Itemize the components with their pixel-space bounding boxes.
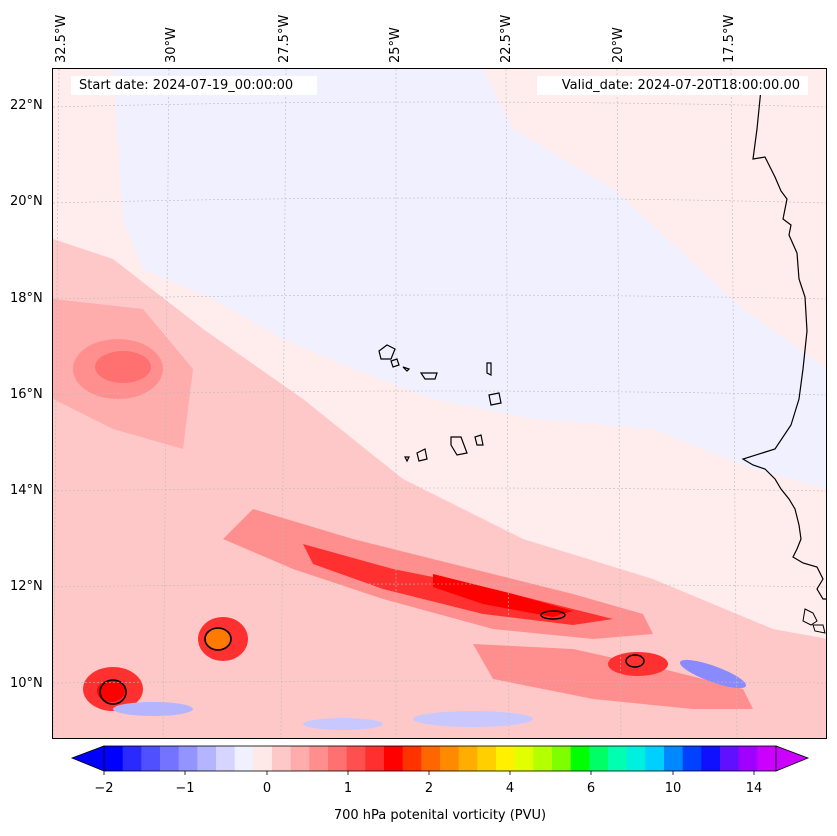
colorbar-swatch	[421, 746, 441, 771]
colorbar-swatch	[514, 746, 534, 771]
colorbar-swatch	[552, 746, 572, 771]
colorbar-swatch	[496, 746, 516, 771]
island-outlines	[378, 344, 502, 463]
lat-tick-label: 14°N	[10, 483, 43, 498]
colorbar-swatch	[589, 746, 609, 771]
colorbar-swatch	[664, 746, 684, 771]
contour-line	[540, 610, 566, 620]
colorbar-swatch	[197, 746, 217, 771]
pv-blob-mid-core	[206, 629, 230, 649]
colorbar-swatch	[122, 746, 142, 771]
colorbar-swatch	[440, 746, 460, 771]
colorbar-swatch	[253, 746, 273, 771]
colorbar-swatch	[682, 746, 702, 771]
blue-south-1	[113, 702, 193, 716]
pv-blob-sw-core	[97, 680, 125, 702]
valid-date-label: Valid_date: 2024-07-20T18:00:00.00	[537, 76, 808, 95]
potential-vorticity-field	[53, 69, 826, 738]
colorbar-swatch	[738, 746, 758, 771]
colorbar-swatch	[570, 746, 590, 771]
coastline	[802, 608, 818, 626]
colorbar-tick-label: −1	[175, 781, 195, 796]
colorbar-swatch	[365, 746, 385, 771]
contour-line	[625, 654, 645, 668]
contour-line	[204, 627, 232, 651]
colorbar-swatch	[720, 746, 740, 771]
gridlines	[53, 69, 826, 738]
colorbar-swatch	[141, 746, 161, 771]
colorbar-swatch	[402, 746, 422, 771]
blue-south-2	[413, 711, 533, 727]
colorbar-max-arrow	[775, 745, 810, 772]
colorbar-min-arrow	[70, 745, 105, 772]
colorbar-tick-label: 14	[745, 781, 763, 796]
start-date-label: Start date: 2024-07-19_00:00:00	[71, 76, 317, 95]
map-panel	[52, 68, 827, 739]
colorbar-swatch	[234, 746, 254, 771]
colorbar-swatch	[160, 746, 180, 771]
lat-tick-label: 22°N	[10, 98, 43, 113]
colorbar-swatch	[757, 746, 777, 771]
colorbar-tick-label: 1	[343, 781, 353, 796]
colorbar-swatch	[458, 746, 478, 771]
red-west-core	[95, 351, 151, 383]
colorbar-swatch	[608, 746, 628, 771]
blue-streak	[679, 659, 747, 689]
colorbar-tick-label: 2	[424, 781, 434, 796]
colorbar-tick-label: 0	[262, 781, 272, 796]
colorbar-swatch	[645, 746, 665, 771]
colorbar-swatch	[328, 746, 348, 771]
colorbar-label: 700 hPa potenital vorticity (PVU)	[333, 808, 547, 823]
colorbar-tick-label: 6	[586, 781, 596, 796]
colorbar-swatch	[272, 746, 292, 771]
colorbar-tick-label: 4	[505, 781, 515, 796]
colorbar-swatch	[626, 746, 646, 771]
lat-tick-label: 12°N	[10, 579, 43, 594]
colorbar-swatch	[309, 746, 329, 771]
contour-line	[99, 679, 127, 705]
pv-se-core	[608, 652, 668, 676]
weak-negative-region	[113, 69, 826, 489]
colorbar-swatch	[533, 746, 553, 771]
coastline	[812, 624, 826, 634]
pv-se-streak	[473, 644, 753, 709]
lat-tick-label: 20°N	[10, 194, 43, 209]
coastline	[741, 88, 826, 600]
colorbar-tick-label: −2	[94, 781, 114, 796]
colorbar-tick-label: 10	[664, 781, 682, 796]
lat-tick-label: 10°N	[10, 676, 43, 691]
blue-south-3	[303, 718, 383, 730]
colorbar-swatch	[384, 746, 404, 771]
colorbar-swatch	[216, 746, 236, 771]
colorbar-swatch	[477, 746, 497, 771]
lat-tick-label: 18°N	[10, 291, 43, 306]
colorbar-swatch	[290, 746, 310, 771]
pv-streak-core	[433, 574, 573, 617]
colorbar-swatch	[104, 746, 124, 771]
colorbar-swatch	[701, 746, 721, 771]
colorbar-swatch	[346, 746, 366, 771]
lat-tick-label: 16°N	[10, 387, 43, 402]
colorbar-swatch	[178, 746, 198, 771]
